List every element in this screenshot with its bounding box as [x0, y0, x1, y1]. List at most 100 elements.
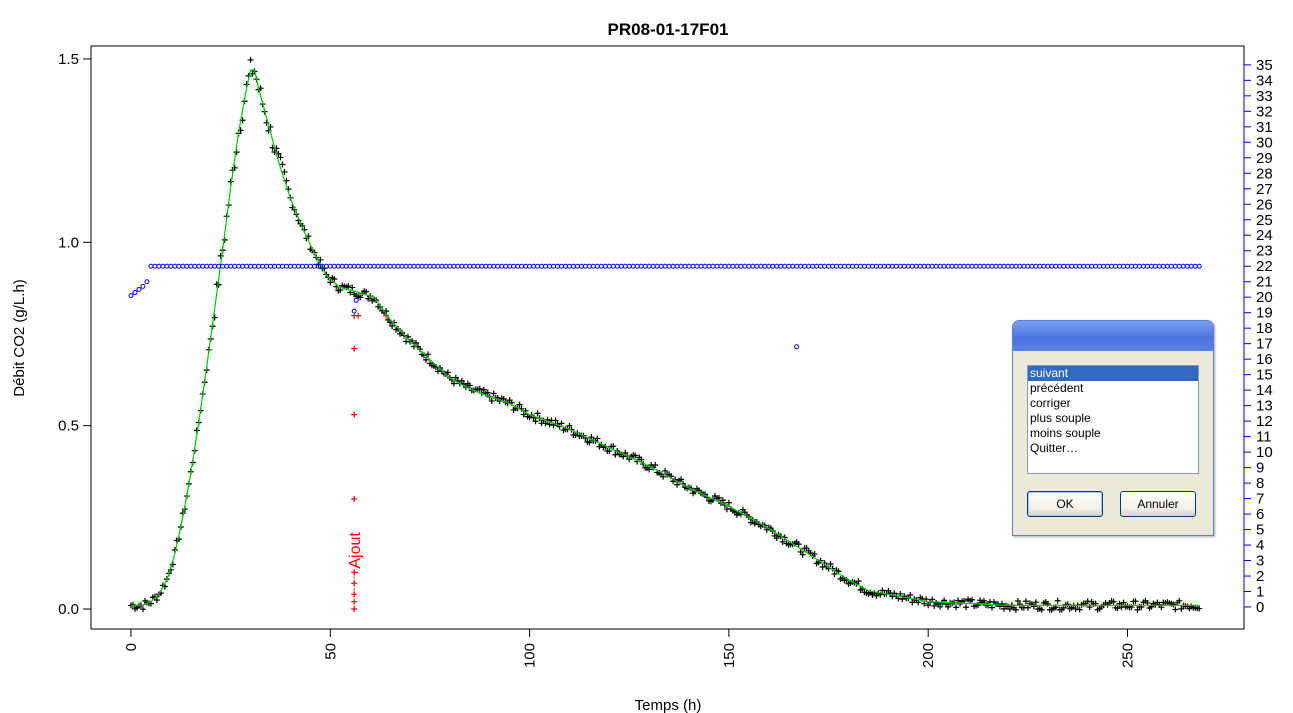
- data-point: [586, 263, 592, 269]
- data-point: [921, 600, 928, 607]
- data-point: [1085, 263, 1091, 269]
- data-point: [773, 535, 780, 542]
- data-point: [1148, 263, 1154, 269]
- right-tick-label: 10: [1256, 444, 1273, 461]
- y-tick-label: 0.0: [58, 601, 79, 618]
- data-point: [403, 263, 409, 269]
- x-tick-label: 100: [522, 643, 539, 668]
- data-point: [287, 263, 293, 269]
- data-point: [351, 606, 358, 612]
- data-point: [1128, 263, 1134, 269]
- data-point: [861, 263, 867, 269]
- data-point: [909, 263, 915, 269]
- data-point: [412, 339, 419, 346]
- data-point: [921, 263, 927, 269]
- data-point: [351, 495, 358, 502]
- data-point: [811, 551, 818, 558]
- right-tick-label: 25: [1256, 212, 1273, 229]
- data-point: [638, 456, 645, 463]
- data-point: [618, 263, 624, 269]
- data-point: [383, 312, 390, 319]
- data-point: [256, 263, 262, 269]
- data-point: [984, 602, 991, 609]
- data-point: [303, 263, 309, 269]
- data-point: [730, 263, 736, 269]
- data-point: [917, 263, 923, 269]
- data-point: [1160, 263, 1166, 269]
- data-point: [367, 263, 373, 269]
- data-point: [714, 263, 720, 269]
- list-item[interactable]: précédent: [1030, 381, 1084, 395]
- data-point: [998, 600, 1005, 607]
- right-tick-label: 9: [1256, 460, 1264, 477]
- data-point: [1065, 263, 1071, 269]
- data-point: [622, 263, 628, 269]
- data-point: [702, 263, 708, 269]
- data-point: [1176, 597, 1183, 604]
- data-point: [606, 263, 612, 269]
- data-point: [422, 356, 429, 363]
- data-point: [1061, 263, 1067, 269]
- data-point: [339, 263, 345, 269]
- data-point: [1180, 263, 1186, 269]
- data-point: [1064, 601, 1071, 608]
- data-point: [949, 263, 955, 269]
- data-point: [488, 397, 495, 404]
- list-item[interactable]: corriger: [1030, 396, 1071, 410]
- data-point: [652, 462, 659, 469]
- data-point: [806, 263, 812, 269]
- cancel-button[interactable]: Annuler: [1120, 491, 1196, 517]
- right-tick-label: 34: [1256, 72, 1273, 89]
- data-point: [375, 263, 381, 269]
- data-point: [139, 606, 146, 613]
- data-point: [1044, 600, 1051, 607]
- data-point: [802, 263, 808, 269]
- data-point: [447, 263, 453, 269]
- data-point: [1009, 263, 1015, 269]
- data-point: [989, 263, 995, 269]
- list-item[interactable]: Quitter…: [1030, 441, 1079, 455]
- data-point: [387, 263, 393, 269]
- data-point: [224, 263, 230, 269]
- data-point: [786, 263, 792, 269]
- data-point: [857, 263, 863, 269]
- left-axis: 0.0 0.5 1.0 1.5: [58, 51, 91, 618]
- data-point: [614, 263, 620, 269]
- x-tick-label: 0: [123, 643, 140, 651]
- data-point: [1038, 606, 1045, 613]
- data-point: [582, 263, 588, 269]
- action-listbox[interactable]: suivant précédent corriger plus souple moins…: [1027, 365, 1199, 474]
- data-point: [873, 263, 879, 269]
- data-point: [247, 56, 254, 63]
- data-point: [535, 263, 541, 269]
- data-point: [424, 351, 431, 358]
- data-point: [662, 467, 669, 474]
- ok-button[interactable]: OK: [1027, 491, 1103, 517]
- data-point: [547, 263, 553, 269]
- data-point: [531, 263, 537, 269]
- list-item[interactable]: suivant: [1028, 366, 1198, 381]
- data-point: [363, 263, 369, 269]
- data-point: [766, 263, 772, 269]
- data-point: [985, 263, 991, 269]
- data-point: [715, 494, 722, 501]
- data-point: [427, 263, 433, 269]
- data-point: [160, 263, 166, 269]
- data-point: [855, 578, 862, 585]
- data-point: [853, 263, 859, 269]
- dialog-titlebar[interactable]: [1013, 321, 1213, 351]
- data-point: [275, 263, 281, 269]
- data-point: [415, 263, 421, 269]
- data-point: [826, 263, 832, 269]
- dialog-body: suivant précédent corriger plus souple moins…: [1016, 351, 1210, 532]
- list-item[interactable]: plus souple: [1030, 411, 1091, 425]
- data-point: [686, 263, 692, 269]
- list-item[interactable]: moins souple: [1030, 426, 1101, 440]
- data-point: [594, 435, 601, 442]
- data-point: [136, 286, 142, 292]
- data-point: [455, 263, 461, 269]
- data-point: [357, 294, 364, 301]
- data-point: [444, 369, 451, 376]
- data-point: [523, 263, 529, 269]
